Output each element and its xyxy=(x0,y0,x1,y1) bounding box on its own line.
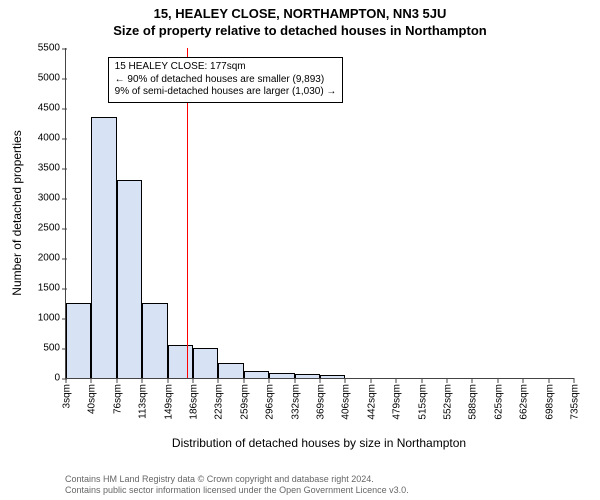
y-tick: 3500 xyxy=(38,163,66,174)
y-tick: 2500 xyxy=(38,223,66,234)
histogram-bar xyxy=(320,375,345,378)
x-tick-label: 40sqm xyxy=(85,384,98,414)
histogram-bar xyxy=(269,373,294,378)
histogram-bar xyxy=(168,345,193,378)
chart-container: 15, HEALEY CLOSE, NORTHAMPTON, NN3 5JU S… xyxy=(0,0,600,500)
y-tick: 500 xyxy=(43,343,66,354)
histogram-bar xyxy=(117,180,142,378)
y-tick: 0 xyxy=(54,373,66,384)
x-tick-label: 113sqm xyxy=(136,384,149,419)
x-tick-label: 296sqm xyxy=(263,384,276,420)
x-tick-label: 552sqm xyxy=(441,384,454,420)
x-tick-mark xyxy=(193,378,194,383)
x-tick-mark xyxy=(142,378,143,383)
x-tick-mark xyxy=(66,378,67,383)
x-tick-mark xyxy=(523,378,524,383)
x-tick-label: 332sqm xyxy=(288,384,301,420)
x-tick-label: 3sqm xyxy=(60,384,73,408)
y-tick: 4500 xyxy=(38,103,66,114)
x-tick-label: 588sqm xyxy=(466,384,479,420)
x-tick-mark xyxy=(218,378,219,383)
x-tick-label: 479sqm xyxy=(390,384,403,420)
histogram-bar xyxy=(218,363,243,378)
annotation-line: 15 HEALEY CLOSE: 177sqm xyxy=(115,61,337,74)
histogram-bar xyxy=(193,348,218,378)
x-tick-mark xyxy=(320,378,321,383)
x-tick-label: 149sqm xyxy=(161,384,174,420)
x-tick-mark xyxy=(294,378,295,383)
annotation-box: 15 HEALEY CLOSE: 177sqm← 90% of detached… xyxy=(108,57,344,103)
y-tick: 4000 xyxy=(38,133,66,144)
x-tick-mark xyxy=(167,378,168,383)
y-tick: 5500 xyxy=(38,43,66,54)
y-tick: 1000 xyxy=(38,313,66,324)
histogram-bar xyxy=(244,371,269,378)
histogram-bar xyxy=(66,303,91,378)
annotation-line: ← 90% of detached houses are smaller (9,… xyxy=(115,74,337,87)
x-axis-label: Distribution of detached houses by size … xyxy=(172,436,466,450)
x-tick-label: 515sqm xyxy=(415,384,428,420)
plot-wrap: 0 500 1000 1500 2000 2500 3000 3500 4000 4500 5000… xyxy=(0,0,600,500)
x-tick-label: 442sqm xyxy=(364,384,377,420)
x-tick-mark xyxy=(574,378,575,383)
attribution-line-1: Contains HM Land Registry data © Crown c… xyxy=(65,474,409,485)
annotation-line: 9% of semi-detached houses are larger (1… xyxy=(115,86,337,99)
y-axis-label: Number of detached properties xyxy=(10,130,24,295)
x-tick-mark xyxy=(345,378,346,383)
y-tick: 5000 xyxy=(38,73,66,84)
y-tick: 2000 xyxy=(38,253,66,264)
x-tick-mark xyxy=(472,378,473,383)
x-tick-label: 406sqm xyxy=(339,384,352,420)
histogram-bar xyxy=(91,117,116,378)
x-tick-mark xyxy=(447,378,448,383)
x-tick-mark xyxy=(243,378,244,383)
attribution-line-2: Contains public sector information licen… xyxy=(65,485,409,496)
x-tick-mark xyxy=(370,378,371,383)
x-tick-mark xyxy=(116,378,117,383)
x-tick-mark xyxy=(421,378,422,383)
x-tick-label: 662sqm xyxy=(517,384,530,420)
x-tick-label: 76sqm xyxy=(110,384,123,414)
x-tick-mark xyxy=(269,378,270,383)
x-tick-label: 698sqm xyxy=(542,384,555,420)
x-tick-mark xyxy=(396,378,397,383)
x-tick-mark xyxy=(91,378,92,383)
y-tick: 3000 xyxy=(38,193,66,204)
x-tick-label: 259sqm xyxy=(237,384,250,420)
x-tick-mark xyxy=(548,378,549,383)
x-tick-label: 223sqm xyxy=(212,384,225,420)
attribution-footer: Contains HM Land Registry data © Crown c… xyxy=(65,474,409,497)
x-tick-label: 625sqm xyxy=(491,384,504,420)
histogram-bar xyxy=(142,303,167,378)
plot-area: 0500100015002000250030003500400045005000… xyxy=(65,48,574,379)
x-tick-mark xyxy=(497,378,498,383)
x-tick-label: 369sqm xyxy=(314,384,327,420)
y-tick: 1500 xyxy=(38,283,66,294)
histogram-bar xyxy=(295,374,320,378)
x-tick-label: 735sqm xyxy=(568,384,581,420)
x-tick-label: 186sqm xyxy=(187,384,200,420)
